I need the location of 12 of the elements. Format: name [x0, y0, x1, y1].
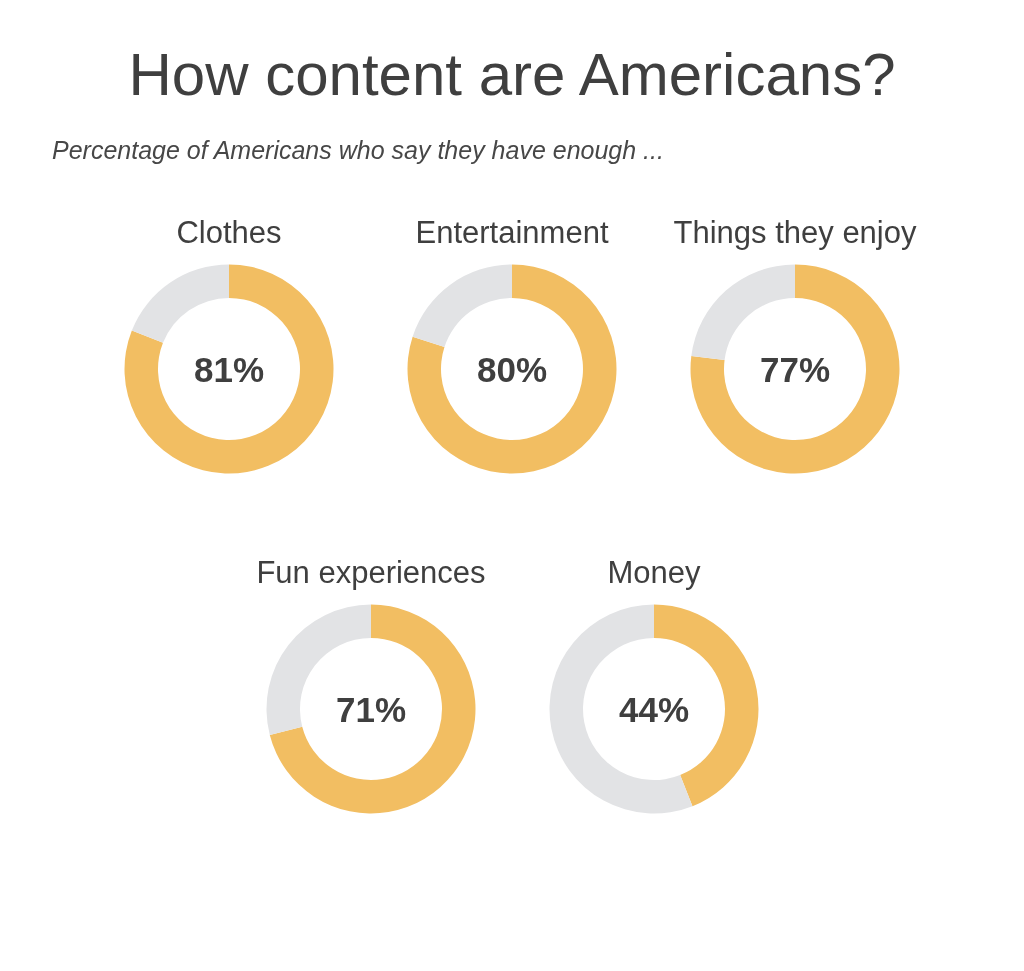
chart-title: Clothes [176, 215, 282, 250]
chart-title: Money [606, 555, 701, 590]
text: How content are Americans? [127, 40, 897, 110]
chart-title: Entertainment [415, 215, 609, 250]
text: Percentage of Americans who say they have enough ... [52, 135, 664, 165]
text: 71% [335, 689, 406, 729]
chart-title: Fun experiences [255, 555, 486, 590]
text: 77% [759, 349, 831, 389]
text: 81% [193, 349, 265, 389]
text: 44% [618, 689, 689, 729]
text: 80% [476, 349, 548, 389]
chart-title: Things they enjoy [673, 215, 917, 250]
